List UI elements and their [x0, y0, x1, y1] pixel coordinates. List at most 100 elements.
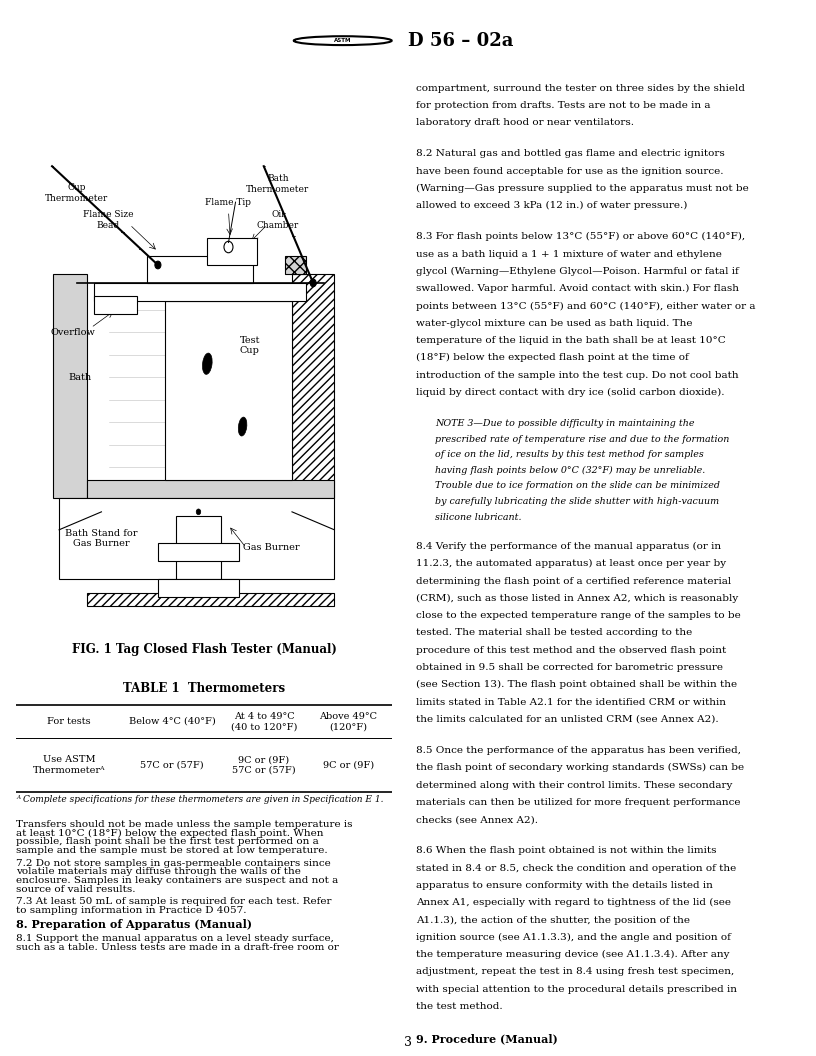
- Text: Use ASTM
Thermometerᴬ: Use ASTM Thermometerᴬ: [33, 755, 105, 775]
- Text: (CRM), such as those listed in Annex A2, which is reasonably: (CRM), such as those listed in Annex A2,…: [416, 593, 738, 603]
- Text: liquid by direct contact with dry ice (solid carbon dioxide).: liquid by direct contact with dry ice (s…: [416, 388, 725, 397]
- Bar: [95, 297, 137, 315]
- Bar: [292, 274, 335, 498]
- Text: (Warning—Gas pressure supplied to the apparatus must not be: (Warning—Gas pressure supplied to the ap…: [416, 184, 749, 193]
- Text: have been found acceptable for use as the ignition source.: have been found acceptable for use as th…: [416, 167, 724, 175]
- Bar: [87, 480, 335, 498]
- Text: obtained in 9.5 shall be corrected for barometric pressure: obtained in 9.5 shall be corrected for b…: [416, 663, 723, 672]
- Text: compartment, surround the tester on three sides by the shield: compartment, surround the tester on thre…: [416, 83, 745, 93]
- Text: Oil
Chamber: Oil Chamber: [257, 210, 299, 230]
- Text: possible, flash point shall be the first test performed on a: possible, flash point shall be the first…: [16, 837, 319, 846]
- Text: NOTE 3—Due to possible difficulty in maintaining the: NOTE 3—Due to possible difficulty in mai…: [436, 419, 695, 428]
- Text: close to the expected temperature range of the samples to be: close to the expected temperature range …: [416, 611, 741, 620]
- Text: Bath: Bath: [69, 373, 92, 381]
- Text: 9C or (9F): 9C or (9F): [323, 760, 374, 770]
- Text: TABLE 1  Thermometers: TABLE 1 Thermometers: [123, 682, 285, 696]
- Text: by carefully lubricating the slide shutter with high-vacuum: by carefully lubricating the slide shutt…: [436, 497, 720, 506]
- Text: 8.1 Support the manual apparatus on a level steady surface,: 8.1 Support the manual apparatus on a le…: [16, 935, 335, 943]
- Text: FIG. 1 Tag Closed Flash Tester (Manual): FIG. 1 Tag Closed Flash Tester (Manual): [72, 643, 336, 656]
- Text: Trouble due to ice formation on the slide can be minimized: Trouble due to ice formation on the slid…: [436, 482, 721, 490]
- Text: Bath Stand for
Gas Burner: Bath Stand for Gas Burner: [65, 529, 138, 548]
- Text: glycol (Warning—Ethylene Glycol—Poison. Harmful or fatal if: glycol (Warning—Ethylene Glycol—Poison. …: [416, 267, 739, 276]
- Bar: [158, 579, 239, 597]
- Text: determined along with their control limits. These secondary: determined along with their control limi…: [416, 780, 733, 790]
- Text: use as a bath liquid a 1 + 1 mixture of water and ethylene: use as a bath liquid a 1 + 1 mixture of …: [416, 249, 722, 259]
- Text: with special attention to the procedural details prescribed in: with special attention to the procedural…: [416, 984, 737, 994]
- Bar: [175, 516, 221, 579]
- Bar: [165, 301, 292, 480]
- Text: prescribed rate of temperature rise and due to the formation: prescribed rate of temperature rise and …: [436, 435, 730, 444]
- FancyBboxPatch shape: [59, 498, 335, 579]
- Text: For tests: For tests: [47, 717, 91, 725]
- Text: Cup
Thermometer: Cup Thermometer: [45, 184, 109, 203]
- Text: determining the flash point of a certified reference material: determining the flash point of a certifi…: [416, 577, 731, 585]
- Text: ASTM: ASTM: [334, 38, 352, 43]
- Text: Above 49°C
(120°F): Above 49°C (120°F): [320, 712, 378, 731]
- Text: Gas Burner: Gas Burner: [242, 543, 299, 552]
- Text: Test
Cup: Test Cup: [239, 336, 259, 356]
- Text: Transfers should not be made unless the sample temperature is: Transfers should not be made unless the …: [16, 819, 353, 829]
- Text: points between 13°C (55°F) and 60°C (140°F), either water or a: points between 13°C (55°F) and 60°C (140…: [416, 301, 756, 310]
- Text: 57C or (57F): 57C or (57F): [140, 760, 204, 770]
- Text: stated in 8.4 or 8.5, check the condition and operation of the: stated in 8.4 or 8.5, check the conditio…: [416, 864, 736, 872]
- Text: water-glycol mixture can be used as bath liquid. The: water-glycol mixture can be used as bath…: [416, 319, 693, 327]
- Bar: [285, 256, 306, 274]
- Circle shape: [310, 279, 316, 287]
- Text: (18°F) below the expected flash point at the time of: (18°F) below the expected flash point at…: [416, 354, 689, 362]
- Text: such as a table. Unless tests are made in a draft-free room or: such as a table. Unless tests are made i…: [16, 943, 339, 953]
- Text: sample and the sample must be stored at low temperature.: sample and the sample must be stored at …: [16, 846, 328, 855]
- Text: 8. Preparation of Apparatus (Manual): 8. Preparation of Apparatus (Manual): [16, 919, 252, 929]
- Ellipse shape: [202, 353, 212, 374]
- Text: enclosure. Samples in leaky containers are suspect and not a: enclosure. Samples in leaky containers a…: [16, 876, 339, 885]
- Circle shape: [196, 509, 201, 514]
- Text: materials can then be utilized for more frequent performance: materials can then be utilized for more …: [416, 798, 741, 807]
- Text: for protection from drafts. Tests are not to be made in a: for protection from drafts. Tests are no…: [416, 100, 711, 110]
- Text: adjustment, repeat the test in 8.4 using fresh test specimen,: adjustment, repeat the test in 8.4 using…: [416, 967, 734, 977]
- Text: volatile materials may diffuse through the walls of the: volatile materials may diffuse through t…: [16, 867, 301, 876]
- Text: source of valid results.: source of valid results.: [16, 885, 135, 893]
- Bar: [207, 238, 257, 265]
- Circle shape: [155, 261, 161, 269]
- Text: limits stated in Table A2.1 for the identified CRM or within: limits stated in Table A2.1 for the iden…: [416, 698, 726, 706]
- Text: to sampling information in Practice D 4057.: to sampling information in Practice D 40…: [16, 906, 246, 916]
- Text: ignition source (see A1.1.3.3), and the angle and position of: ignition source (see A1.1.3.3), and the …: [416, 932, 731, 942]
- Bar: [95, 283, 306, 301]
- Text: (see Section 13). The flash point obtained shall be within the: (see Section 13). The flash point obtain…: [416, 680, 738, 690]
- Text: Flame Size
Bead: Flame Size Bead: [83, 210, 134, 230]
- Text: tested. The material shall be tested according to the: tested. The material shall be tested acc…: [416, 628, 693, 638]
- Text: At 4 to 49°C
(40 to 120°F): At 4 to 49°C (40 to 120°F): [231, 712, 297, 731]
- Text: having flash points below 0°C (32°F) may be unreliable.: having flash points below 0°C (32°F) may…: [436, 466, 706, 475]
- Text: 8.6 When the flash point obtained is not within the limits: 8.6 When the flash point obtained is not…: [416, 846, 716, 855]
- Text: 9. Procedure (Manual): 9. Procedure (Manual): [416, 1033, 558, 1044]
- Text: swallowed. Vapor harmful. Avoid contact with skin.) For flash: swallowed. Vapor harmful. Avoid contact …: [416, 284, 739, 294]
- Text: 8.4 Verify the performance of the manual apparatus (or in: 8.4 Verify the performance of the manual…: [416, 542, 721, 551]
- Ellipse shape: [238, 417, 247, 436]
- Bar: [148, 256, 253, 283]
- Text: the temperature measuring device (see A1.1.3.4). After any: the temperature measuring device (see A1…: [416, 950, 730, 959]
- Circle shape: [224, 241, 233, 252]
- Text: Overflow: Overflow: [51, 327, 95, 337]
- Bar: [52, 274, 87, 498]
- Text: Bath
Thermometer: Bath Thermometer: [246, 174, 309, 194]
- Bar: [158, 543, 239, 561]
- Bar: [87, 592, 335, 606]
- Text: D 56 – 02a: D 56 – 02a: [408, 32, 513, 50]
- Text: 3: 3: [404, 1036, 412, 1050]
- Text: allowed to exceed 3 kPa (12 in.) of water pressure.): allowed to exceed 3 kPa (12 in.) of wate…: [416, 201, 688, 210]
- Text: 7.3 At least 50 mL of sample is required for each test. Refer: 7.3 At least 50 mL of sample is required…: [16, 898, 332, 906]
- Text: 7.2 Do not store samples in gas-permeable containers since: 7.2 Do not store samples in gas-permeabl…: [16, 859, 331, 868]
- Text: 9C or (9F)
57C or (57F): 9C or (9F) 57C or (57F): [233, 755, 296, 775]
- Text: of ice on the lid, results by this test method for samples: of ice on the lid, results by this test …: [436, 450, 704, 459]
- Text: 8.5 Once the performance of the apparatus has been verified,: 8.5 Once the performance of the apparatu…: [416, 746, 741, 755]
- Text: 11.2.3, the automated apparatus) at least once per year by: 11.2.3, the automated apparatus) at leas…: [416, 560, 726, 568]
- Text: 8.3 For flash points below 13°C (55°F) or above 60°C (140°F),: 8.3 For flash points below 13°C (55°F) o…: [416, 232, 745, 242]
- Text: procedure of this test method and the observed flash point: procedure of this test method and the ob…: [416, 645, 726, 655]
- Text: silicone lubricant.: silicone lubricant.: [436, 512, 522, 522]
- Text: Flame Tip: Flame Tip: [206, 197, 251, 207]
- Text: 8.2 Natural gas and bottled gas flame and electric ignitors: 8.2 Natural gas and bottled gas flame an…: [416, 149, 725, 158]
- Text: laboratory draft hood or near ventilators.: laboratory draft hood or near ventilator…: [416, 118, 634, 127]
- Text: checks (see Annex A2).: checks (see Annex A2).: [416, 815, 539, 824]
- Text: at least 10°C (18°F) below the expected flash point. When: at least 10°C (18°F) below the expected …: [16, 829, 324, 837]
- Text: the limits calculated for an unlisted CRM (see Annex A2).: the limits calculated for an unlisted CR…: [416, 715, 719, 723]
- Text: Below 4°C (40°F): Below 4°C (40°F): [129, 717, 215, 725]
